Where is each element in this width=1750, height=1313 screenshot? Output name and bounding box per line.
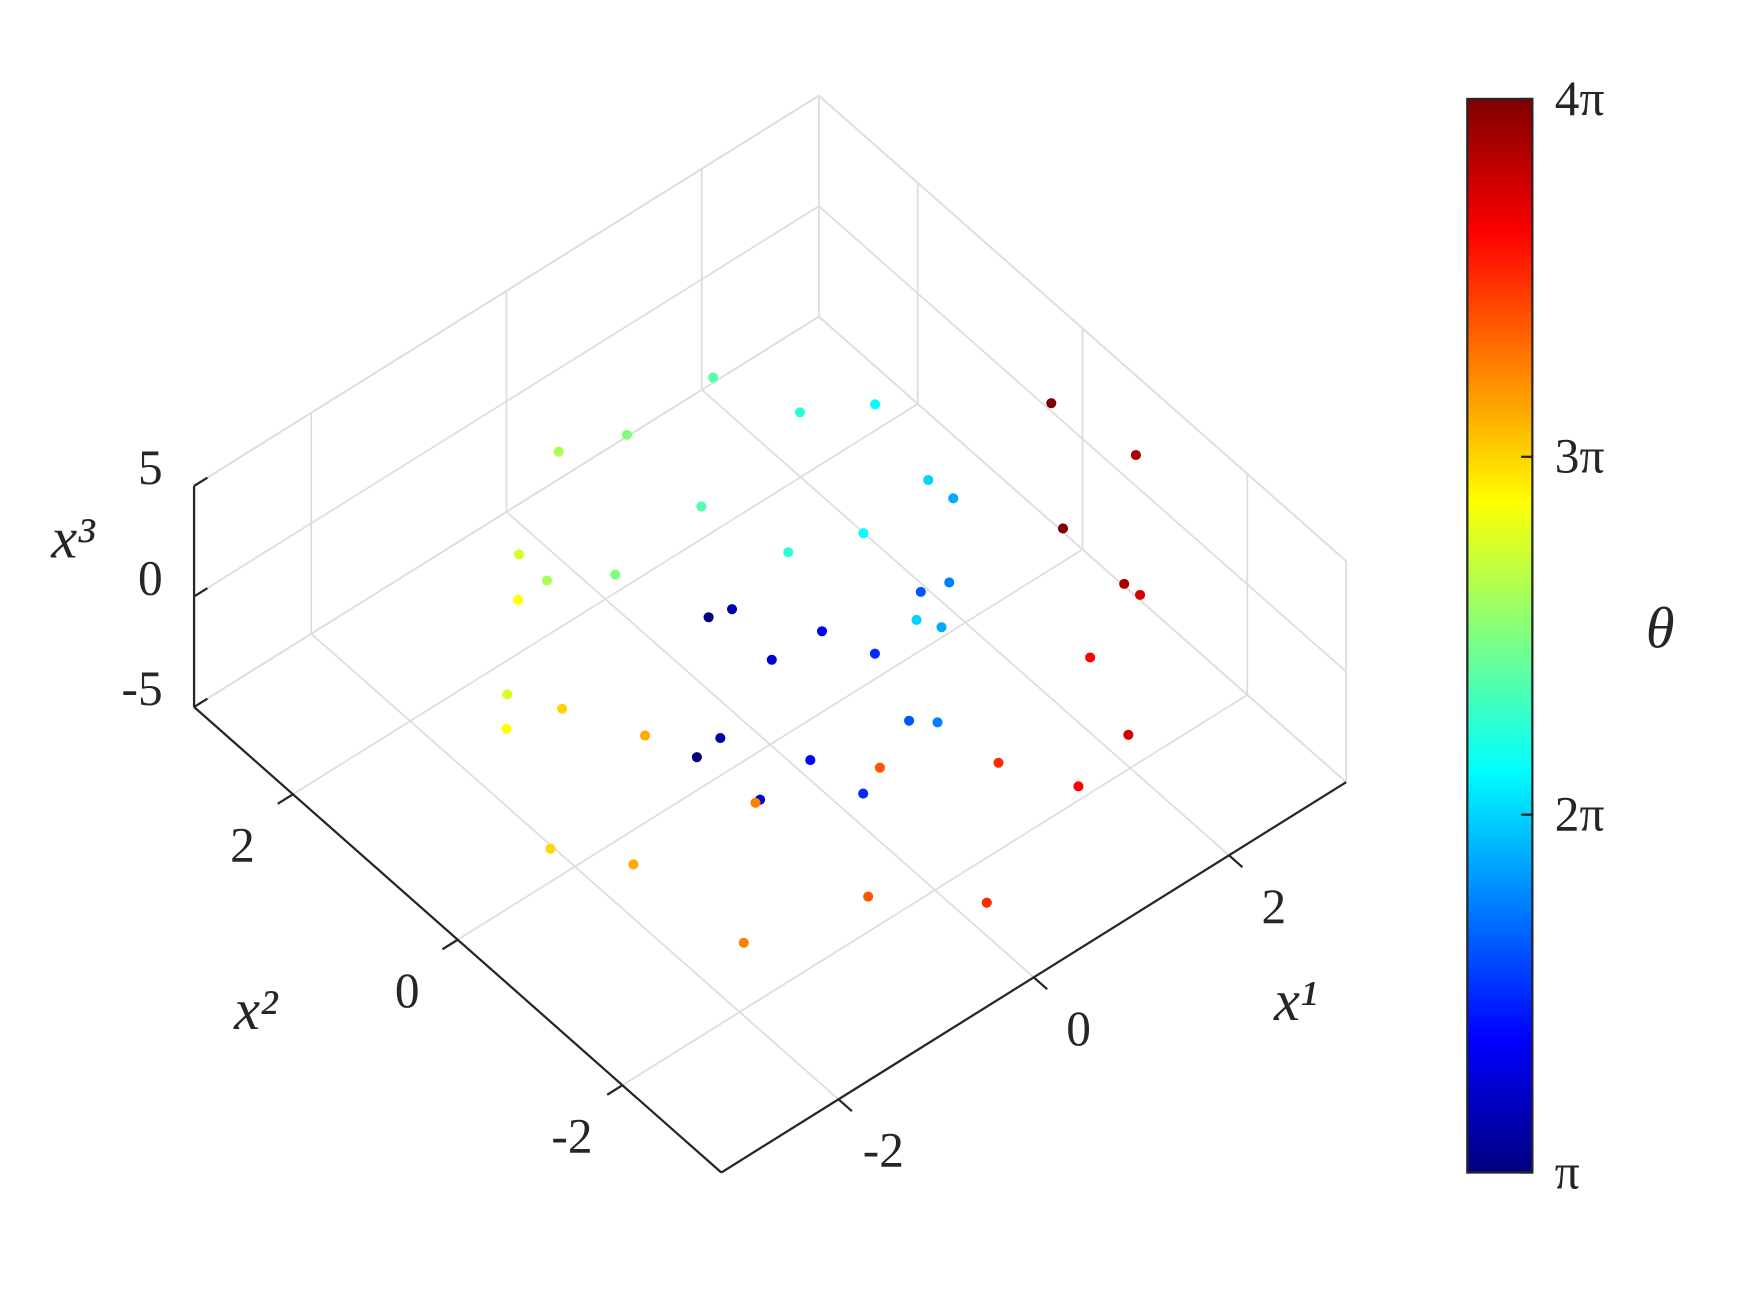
point [501,723,512,734]
x-tick [1032,976,1048,991]
colorbar-title: θ [1646,595,1675,660]
point [858,528,869,539]
point [1135,589,1146,600]
point [545,843,556,854]
point [513,594,524,606]
x-tick [837,1098,853,1113]
point [715,733,726,744]
point [1085,652,1096,663]
point [869,648,880,659]
point [993,757,1004,768]
point [923,474,934,486]
y-tick-label: 2 [230,818,255,873]
x-tick-label: 0 [1066,1001,1091,1056]
grid-line [193,94,820,487]
x-axis-title: x¹ [1273,968,1317,1033]
point [738,937,749,948]
x-tick-label: -2 [863,1123,904,1178]
point [981,897,992,908]
point [1119,578,1130,589]
x-tick-label: 2 [1262,879,1287,934]
point [936,622,947,633]
point [911,614,922,625]
y-tick [441,938,459,951]
point [703,612,714,623]
point [794,407,806,418]
x-tick [1228,854,1244,869]
point [858,788,869,799]
point [708,372,719,383]
point [541,575,553,586]
point [553,446,564,457]
point [750,797,761,808]
point [1046,398,1057,409]
point [621,429,632,440]
grid-line [622,694,1248,1086]
point [904,715,915,726]
point [1057,523,1069,534]
colorbar-tick-label: 4π [1555,71,1605,126]
z-tick [193,587,208,598]
colorbar [1466,97,1534,1174]
point [628,859,639,870]
z-tick [193,476,208,487]
point [874,762,885,773]
y-axis-title: x² [233,977,279,1042]
z-axis-title: x³ [50,506,96,571]
x-axis [720,781,1347,1174]
point [610,569,621,580]
colorbar-tick-label: 2π [1555,786,1605,841]
point [640,730,651,741]
point [691,752,702,763]
point [932,717,943,728]
grid-line [818,315,1347,783]
point [915,586,926,597]
z-tick-label: 5 [138,440,163,495]
point [557,703,568,714]
point [870,399,881,410]
point [948,493,959,504]
z-tick-label: 0 [138,550,163,605]
point [1130,449,1141,461]
y-tick [606,1084,624,1096]
point [863,891,874,902]
point [944,577,955,588]
colorbar-tick-label: 3π [1555,429,1605,484]
point [805,755,816,766]
point [783,547,794,558]
grid-line [193,205,820,598]
point [1073,781,1084,792]
colorbar-tick-label: π [1555,1144,1580,1199]
grid-line [457,548,1083,941]
z-tick-label: -5 [122,661,163,716]
point [513,549,525,560]
point [1123,729,1134,740]
point [726,604,738,615]
y-tick [277,793,294,805]
point [816,626,828,637]
grid-line [818,94,1347,562]
y-tick-label: -2 [551,1109,592,1164]
point [502,689,513,700]
z-tick [193,697,208,708]
grid-line [292,403,919,795]
point [766,654,777,665]
y-tick-label: 0 [395,963,420,1018]
grid-line [818,205,1347,673]
point [696,501,707,512]
